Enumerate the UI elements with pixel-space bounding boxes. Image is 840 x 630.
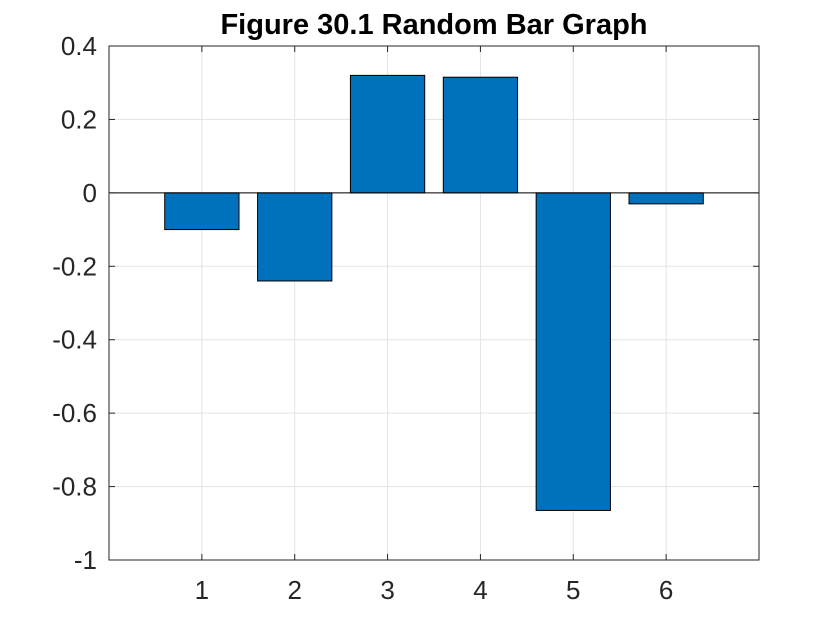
x-tick-label: 1	[195, 575, 209, 605]
bar-2	[257, 192, 333, 282]
y-tick-label: 0	[83, 178, 97, 208]
bar-5	[535, 192, 611, 511]
x-tick-label: 4	[473, 575, 487, 605]
bar-3	[349, 74, 426, 194]
x-axis-ticks: 1 2 3 4 5 6	[195, 46, 673, 605]
bar-1	[164, 192, 240, 231]
axes-box	[108, 45, 760, 561]
chart-title: Figure 30.1 Random Bar Graph	[220, 9, 647, 41]
y-tick-label: -1	[74, 545, 97, 575]
y-tick-label: -0.2	[52, 251, 97, 281]
x-tick-label: 2	[287, 575, 301, 605]
x-tick-label: 6	[659, 575, 673, 605]
bar-4	[442, 76, 519, 194]
x-tick-label: 3	[380, 575, 394, 605]
y-tick-label: -0.8	[52, 472, 97, 502]
y-tick-label: -0.4	[52, 325, 97, 355]
y-tick-label: -0.6	[52, 398, 97, 428]
bars	[164, 74, 704, 511]
y-axis-ticks: 0.4 0.2 0 -0.2 -0.4 -0.6 -0.8 -1	[52, 31, 759, 575]
x-tick-label: 5	[566, 575, 580, 605]
y-tick-label: 0.4	[61, 31, 97, 61]
bar-6	[628, 192, 704, 205]
y-tick-label: 0.2	[61, 104, 97, 134]
